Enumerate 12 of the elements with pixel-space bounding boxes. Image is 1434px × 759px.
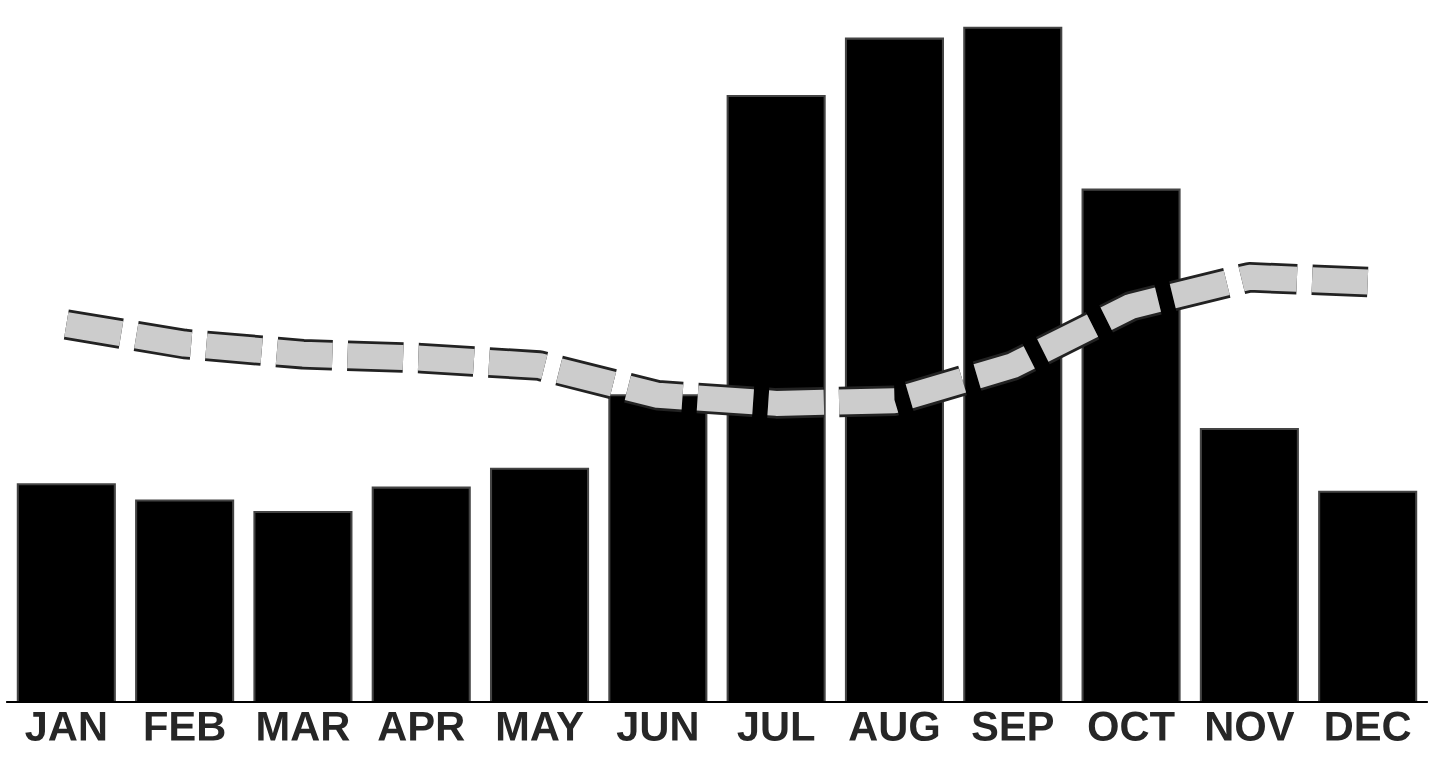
- x-tick-label: JAN: [25, 711, 106, 742]
- x-tick-label: AUG: [849, 711, 939, 742]
- x-tick-label: DEC: [1326, 711, 1411, 742]
- x-tick-label: MAR: [258, 711, 350, 741]
- x-tick-label: OCT: [1088, 711, 1175, 742]
- x-tick-label: FEB: [145, 711, 225, 741]
- x-tick-label: JUL: [737, 711, 815, 742]
- x-tick-label: NOV: [1207, 711, 1295, 742]
- x-tick-label: APR: [378, 711, 465, 741]
- x-tick-label: MAY: [497, 711, 584, 741]
- x-tick-label: JUN: [616, 711, 697, 742]
- x-tick-label: SEP: [972, 711, 1054, 742]
